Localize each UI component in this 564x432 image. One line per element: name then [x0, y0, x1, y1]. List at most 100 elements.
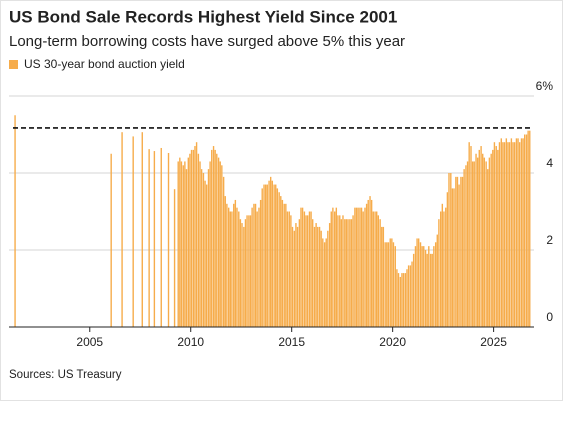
bar — [311, 219, 314, 327]
bar — [396, 269, 398, 327]
bar — [337, 215, 339, 327]
bar — [200, 169, 203, 327]
bar — [497, 149, 499, 327]
chart-title: US Bond Sale Records Highest Yield Since… — [9, 7, 397, 26]
bar — [428, 246, 430, 327]
bar — [436, 234, 438, 327]
bar — [227, 207, 230, 327]
bar — [455, 176, 457, 327]
bar — [392, 242, 395, 327]
bar — [505, 138, 508, 327]
bar — [518, 142, 521, 327]
bar — [407, 265, 410, 327]
bar — [204, 180, 206, 327]
bar — [308, 211, 311, 327]
bar — [529, 130, 531, 327]
bar — [177, 161, 179, 327]
bar — [386, 242, 388, 327]
bar — [340, 219, 343, 327]
bar — [485, 161, 487, 327]
bar — [199, 161, 201, 327]
bar — [153, 151, 156, 327]
bar — [374, 211, 376, 327]
frame — [0, 0, 563, 401]
bar — [296, 226, 299, 327]
bar — [352, 215, 354, 327]
bar — [475, 153, 477, 327]
bar — [306, 215, 309, 327]
bar — [280, 196, 282, 327]
bar — [476, 157, 479, 327]
bar — [253, 203, 255, 327]
bar — [195, 142, 198, 327]
bar — [500, 138, 502, 327]
bar — [197, 153, 200, 327]
bar — [317, 226, 319, 327]
bar — [271, 180, 274, 327]
bar — [438, 219, 440, 327]
bar — [264, 184, 267, 327]
bar — [365, 203, 368, 327]
bar — [269, 176, 272, 327]
bar — [285, 203, 287, 327]
bar — [318, 226, 321, 327]
bar — [434, 242, 437, 327]
chart-subtitle: Long-term borrowing costs have surged ab… — [9, 33, 405, 50]
bar — [426, 253, 428, 327]
bar — [258, 207, 260, 327]
bar — [465, 165, 467, 327]
bar — [301, 207, 304, 327]
bar — [412, 253, 415, 327]
bar — [364, 207, 366, 327]
bar — [305, 215, 307, 327]
bar — [480, 146, 482, 327]
bar — [219, 161, 221, 327]
bar — [421, 246, 423, 327]
bar — [268, 180, 270, 327]
bar — [185, 169, 188, 327]
x-tick-label: 2010 — [177, 335, 204, 349]
bar — [513, 142, 516, 327]
bar — [202, 173, 205, 327]
bar — [217, 157, 220, 327]
bar — [328, 223, 331, 327]
bar — [347, 219, 349, 327]
bar — [248, 215, 250, 327]
bar — [243, 226, 245, 327]
bar — [502, 142, 504, 327]
bar — [369, 196, 371, 327]
bar — [288, 211, 290, 327]
bar — [349, 219, 351, 327]
bar — [224, 196, 226, 327]
bar — [402, 273, 405, 327]
bar — [355, 207, 358, 327]
bar — [330, 211, 332, 327]
bar — [234, 199, 237, 327]
bar — [325, 238, 327, 327]
bar — [394, 246, 396, 327]
bar — [471, 161, 474, 327]
bar — [468, 142, 470, 327]
bar — [490, 153, 492, 327]
bar — [212, 146, 215, 327]
bar — [483, 157, 486, 327]
bar — [342, 215, 344, 327]
bar — [182, 165, 184, 327]
bar — [266, 184, 268, 327]
y-tick-label: 0 — [546, 310, 553, 324]
bar — [357, 207, 359, 327]
x-tick-label: 2005 — [76, 335, 103, 349]
bar — [507, 142, 509, 327]
bar — [290, 215, 292, 327]
bar — [231, 211, 233, 327]
bar — [370, 199, 373, 327]
bar — [387, 242, 390, 327]
bar — [525, 134, 528, 327]
bar — [184, 161, 186, 327]
bar — [173, 189, 176, 327]
bar — [482, 153, 484, 327]
bar — [377, 215, 380, 327]
bar — [179, 157, 181, 327]
